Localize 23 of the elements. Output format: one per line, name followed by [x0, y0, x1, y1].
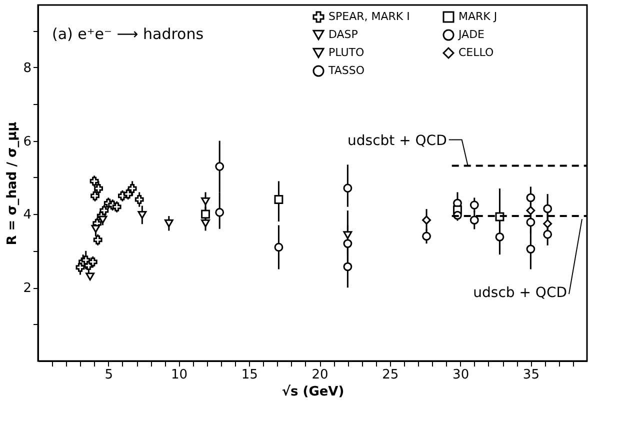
- legend-label: MARK J: [458, 10, 498, 23]
- legend-label: SPEAR, MARK I: [328, 10, 410, 23]
- x-tick-label: 10: [170, 368, 188, 382]
- legend-label: PLUTO: [328, 46, 364, 59]
- legend-label: CELLO: [458, 46, 494, 59]
- y-axis-title: R = σ_had / σ_μμ: [5, 121, 20, 246]
- text: (a) e⁺e⁻ ⟶ hadrons: [52, 25, 204, 43]
- legend-label: DASP: [328, 28, 358, 41]
- x-tick-label: 35: [522, 368, 540, 382]
- x-tick-label: 30: [452, 368, 470, 382]
- x-tick-label: 25: [382, 368, 399, 382]
- y-tick-label: 6: [23, 134, 32, 150]
- x-axis-title: √s (GeV): [282, 384, 344, 400]
- x-tick-label: 20: [312, 368, 328, 382]
- x-tick-label: 15: [241, 368, 258, 382]
- x-tick-label: 5: [104, 368, 114, 382]
- y-tick-label: 4: [23, 208, 32, 223]
- y-tick-label: 8: [23, 60, 32, 76]
- legend-label: JADE: [458, 28, 485, 41]
- legend-label: TASSO: [328, 64, 365, 77]
- series-label: udscbt + QCD: [348, 132, 447, 149]
- y-tick-label: 2: [23, 281, 32, 296]
- text: udscb + QCD: [473, 285, 567, 302]
